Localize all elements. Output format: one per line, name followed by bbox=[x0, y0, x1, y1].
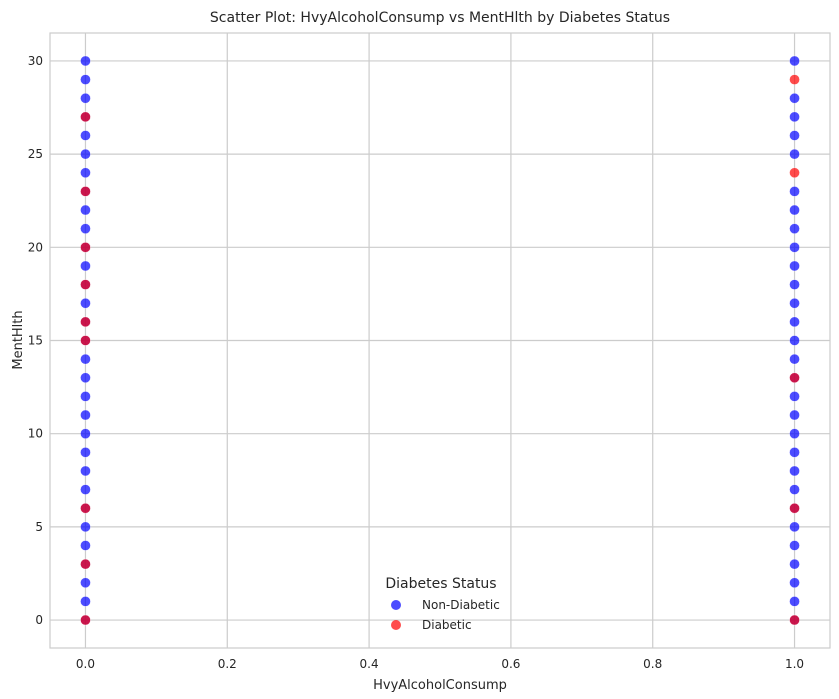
data-point-diabetic bbox=[80, 558, 91, 570]
data-point-non-diabetic bbox=[80, 260, 91, 272]
data-point-non-diabetic bbox=[789, 242, 800, 253]
data-point-non-diabetic bbox=[80, 577, 91, 589]
data-point-non-diabetic bbox=[789, 335, 800, 346]
data-point-non-diabetic bbox=[789, 92, 800, 104]
data-point-non-diabetic bbox=[789, 130, 800, 141]
data-point-diabetic bbox=[789, 167, 800, 179]
x-axis-label: HvyAlcoholConsump bbox=[373, 678, 507, 693]
data-point-diabetic bbox=[789, 372, 800, 384]
data-point-non-diabetic bbox=[789, 111, 800, 123]
y-tick-label: 30 bbox=[28, 54, 43, 68]
y-tick-label: 25 bbox=[28, 147, 43, 161]
data-point-diabetic bbox=[789, 502, 800, 514]
data-point-non-diabetic bbox=[789, 260, 800, 272]
legend-label-non-diabetic: Non-Diabetic bbox=[422, 598, 500, 612]
data-point-non-diabetic bbox=[80, 391, 91, 402]
data-point-non-diabetic bbox=[80, 55, 91, 67]
data-point-non-diabetic bbox=[80, 148, 91, 160]
legend: Diabetes Status Non-Diabetic Diabetic bbox=[385, 576, 499, 632]
y-tick-label: 10 bbox=[28, 427, 43, 441]
data-point-non-diabetic bbox=[789, 521, 800, 533]
x-tick-label: 0.0 bbox=[76, 657, 95, 671]
data-point-non-diabetic bbox=[80, 353, 91, 365]
data-point-non-diabetic bbox=[80, 465, 91, 477]
data-point-non-diabetic bbox=[789, 316, 800, 328]
data-point-diabetic bbox=[80, 242, 91, 253]
data-point-diabetic bbox=[80, 502, 91, 514]
y-tick-labels: 0 5 10 15 20 25 30 bbox=[28, 54, 43, 627]
legend-marker-non-diabetic bbox=[391, 600, 401, 610]
y-tick-label: 5 bbox=[35, 520, 43, 534]
data-point-non-diabetic bbox=[80, 596, 91, 607]
y-tick-label: 15 bbox=[28, 334, 43, 348]
data-point-non-diabetic bbox=[789, 297, 800, 309]
data-point-non-diabetic bbox=[80, 204, 91, 216]
data-point-non-diabetic bbox=[789, 540, 800, 551]
data-points bbox=[80, 55, 800, 626]
x-tick-labels: 0.0 0.2 0.4 0.6 0.8 1.0 bbox=[76, 657, 804, 671]
data-point-non-diabetic bbox=[789, 447, 800, 458]
data-point-non-diabetic bbox=[789, 148, 800, 160]
data-point-non-diabetic bbox=[80, 372, 91, 384]
x-tick-label: 1.0 bbox=[785, 657, 804, 671]
plot-frame bbox=[49, 32, 831, 649]
data-point-non-diabetic bbox=[789, 204, 800, 216]
data-point-non-diabetic bbox=[80, 223, 91, 234]
data-point-non-diabetic bbox=[789, 186, 800, 197]
data-point-diabetic bbox=[789, 614, 800, 626]
data-point-non-diabetic bbox=[80, 540, 91, 551]
data-point-non-diabetic bbox=[80, 74, 91, 85]
data-point-non-diabetic bbox=[789, 55, 800, 67]
data-point-non-diabetic bbox=[80, 521, 91, 533]
data-point-non-diabetic bbox=[789, 223, 800, 234]
y-tick-label: 0 bbox=[35, 613, 43, 627]
data-point-diabetic bbox=[80, 111, 91, 123]
data-point-non-diabetic bbox=[789, 428, 800, 439]
x-tick-label: 0.2 bbox=[218, 657, 237, 671]
data-point-diabetic bbox=[80, 186, 91, 197]
data-point-non-diabetic bbox=[80, 130, 91, 141]
data-point-non-diabetic bbox=[80, 447, 91, 458]
x-tick-label: 0.8 bbox=[643, 657, 662, 671]
data-point-diabetic bbox=[80, 316, 91, 328]
data-point-non-diabetic bbox=[789, 465, 800, 477]
x-tick-label: 0.6 bbox=[501, 657, 520, 671]
x-tick-label: 0.4 bbox=[360, 657, 379, 671]
data-point-non-diabetic bbox=[789, 596, 800, 607]
data-point-non-diabetic bbox=[80, 428, 91, 439]
data-point-diabetic bbox=[80, 335, 91, 346]
data-point-diabetic bbox=[789, 74, 800, 85]
y-tick-label: 20 bbox=[28, 240, 43, 254]
legend-marker-diabetic bbox=[391, 620, 401, 630]
data-point-diabetic bbox=[80, 614, 91, 626]
data-point-non-diabetic bbox=[80, 484, 91, 495]
data-point-non-diabetic bbox=[789, 577, 800, 589]
data-point-non-diabetic bbox=[789, 484, 800, 495]
data-point-non-diabetic bbox=[789, 279, 800, 290]
y-axis-label: MentHlth bbox=[11, 310, 26, 369]
data-point-non-diabetic bbox=[80, 409, 91, 421]
legend-title: Diabetes Status bbox=[385, 576, 496, 592]
data-point-non-diabetic bbox=[789, 353, 800, 365]
data-point-non-diabetic bbox=[80, 92, 91, 104]
data-point-non-diabetic bbox=[80, 167, 91, 179]
legend-label-diabetic: Diabetic bbox=[422, 618, 472, 632]
data-point-non-diabetic bbox=[789, 558, 800, 570]
data-point-non-diabetic bbox=[80, 297, 91, 309]
data-point-diabetic bbox=[80, 279, 91, 290]
data-point-non-diabetic bbox=[789, 409, 800, 421]
data-point-non-diabetic bbox=[789, 391, 800, 402]
chart-title: Scatter Plot: HvyAlcoholConsump vs MentH… bbox=[210, 10, 670, 26]
